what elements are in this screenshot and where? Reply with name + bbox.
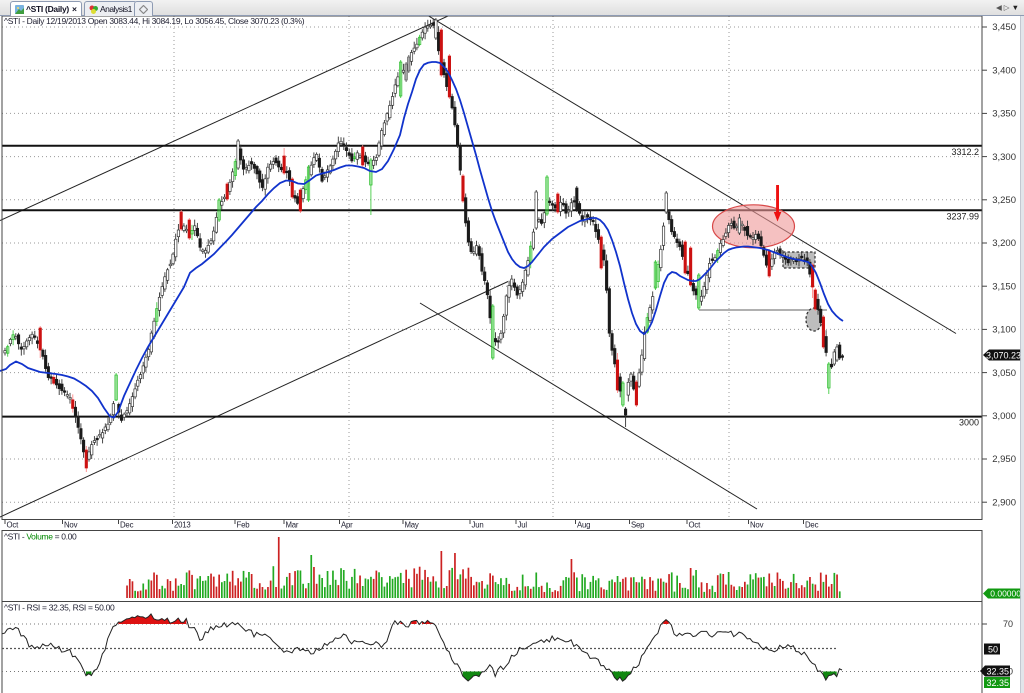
svg-text:Mar: Mar: [286, 521, 299, 530]
svg-text:32.35: 32.35: [986, 678, 1009, 688]
svg-text:3,300: 3,300: [992, 152, 1016, 163]
svg-text:^STI - RSI = 32.35, RSI = 50.0: ^STI - RSI = 32.35, RSI = 50.00: [4, 603, 115, 613]
svg-text:3,450: 3,450: [992, 22, 1016, 33]
svg-text:3000: 3000: [959, 418, 979, 428]
svg-text:50: 50: [988, 645, 998, 655]
svg-text:Aug: Aug: [577, 521, 590, 530]
svg-text:Dec: Dec: [120, 521, 134, 530]
svg-text:70: 70: [1003, 619, 1013, 629]
svg-text:3,150: 3,150: [992, 281, 1016, 292]
svg-text:2013: 2013: [174, 521, 191, 530]
svg-text:2,900: 2,900: [992, 497, 1016, 508]
svg-text:3,000: 3,000: [992, 411, 1016, 422]
svg-text:^STI - Volume = 0.00: ^STI - Volume = 0.00: [4, 532, 77, 542]
svg-text:Feb: Feb: [237, 521, 251, 530]
svg-text:3,250: 3,250: [992, 195, 1016, 206]
svg-text:3,050: 3,050: [992, 368, 1016, 379]
svg-text:Jun: Jun: [472, 521, 484, 530]
svg-text:3,200: 3,200: [992, 238, 1016, 249]
svg-text:^STI - Daily 12/19/2013 Open 3: ^STI - Daily 12/19/2013 Open 3083.44, Hi…: [4, 16, 305, 26]
svg-text:Oct: Oct: [689, 521, 702, 530]
svg-text:Dec: Dec: [805, 521, 819, 530]
svg-text:3,100: 3,100: [992, 325, 1016, 336]
svg-text:2,950: 2,950: [992, 454, 1016, 465]
svg-text:32.35: 32.35: [986, 667, 1009, 677]
svg-text:Apr: Apr: [341, 521, 353, 530]
svg-text:0.00000: 0.00000: [990, 589, 1021, 599]
svg-text:May: May: [405, 521, 419, 530]
svg-text:Sep: Sep: [631, 521, 645, 530]
svg-text:Oct: Oct: [7, 521, 20, 530]
svg-text:3,350: 3,350: [992, 109, 1016, 120]
svg-text:3237.99: 3237.99: [946, 212, 979, 222]
svg-text:Nov: Nov: [64, 521, 78, 530]
svg-text:3,400: 3,400: [992, 65, 1016, 76]
svg-text:Nov: Nov: [750, 521, 764, 530]
svg-text:3312.2: 3312.2: [951, 147, 979, 157]
svg-text:3,070.23: 3,070.23: [986, 351, 1021, 361]
svg-text:Jul: Jul: [518, 521, 528, 530]
